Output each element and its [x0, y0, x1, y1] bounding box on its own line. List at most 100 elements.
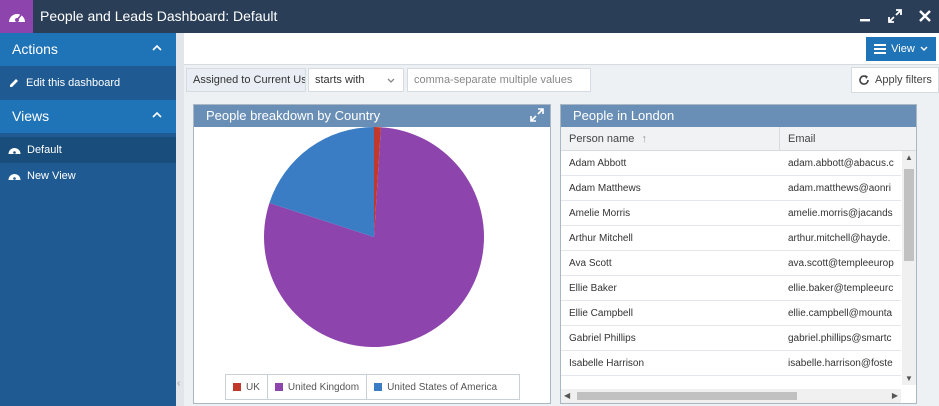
pencil-icon [10, 79, 18, 87]
email-cell: amelie.morris@jacands [788, 207, 893, 219]
apply-filters-label: Apply filters [875, 74, 932, 86]
column-label: Person name [569, 133, 635, 145]
legend-item[interactable]: UK [226, 375, 268, 399]
filter-operator-select[interactable]: starts with [308, 68, 404, 92]
sidebar: Actions Edit this dashboard Views Defaul… [0, 33, 176, 406]
actions-section-label: Actions [12, 41, 58, 57]
filter-operator-value: starts with [315, 74, 365, 86]
filter-field-select[interactable]: Assigned to Current Us [186, 68, 306, 92]
chart-legend: UK United Kingdom United States of America [225, 374, 520, 400]
sidebar-collapse-handle[interactable]: ‹ [176, 33, 184, 406]
table-row[interactable]: Ellie Campbell ellie.campbell@mounta [561, 301, 901, 326]
legend-label: United States of America [387, 381, 498, 393]
email-cell: gabriel.phillips@smartc [788, 332, 892, 344]
person-name-cell: Ava Scott [569, 257, 612, 269]
views-section-label: Views [12, 108, 50, 124]
list-panel-header: People in London [561, 105, 916, 127]
view-button-label: View [891, 43, 915, 55]
email-cell: adam.abbott@abacus.c [788, 157, 894, 169]
table-row[interactable]: Kian Allenkian.allen@templeeurc [561, 376, 901, 381]
sidebar-item-label: Default [27, 144, 62, 156]
minimize-icon[interactable] [857, 8, 873, 24]
legend-label: United Kingdom [287, 381, 360, 393]
pie-slice-united-kingdom[interactable] [264, 127, 485, 347]
table-row[interactable]: Adam Abbott adam.abbott@abacus.c [561, 151, 901, 176]
column-header-person-name[interactable]: Person name ↑ [561, 127, 780, 150]
dashboard-icon [8, 174, 21, 180]
person-name-cell: Adam Matthews [569, 182, 641, 194]
table-row[interactable]: Amelie Morris amelie.morris@jacands [561, 201, 901, 226]
table-row[interactable]: Ellie Baker ellie.baker@templeeurc [561, 276, 901, 301]
pie-slice-uk[interactable] [374, 127, 381, 237]
table-header: Person name ↑ Email [561, 127, 916, 151]
filter-bar: Assigned to Current Us starts with comma… [184, 67, 939, 95]
person-name-cell: Arthur Mitchell [569, 232, 633, 244]
scroll-up-icon[interactable]: ▲ [905, 153, 913, 162]
table-row[interactable]: Isabelle Harrison isabelle.harrison@foste [561, 351, 901, 376]
column-header-email[interactable]: Email [780, 127, 916, 150]
dashboard-icon [8, 148, 21, 154]
email-cell: ellie.baker@templeeurc [788, 282, 894, 294]
chart-panel-header: People breakdown by Country [194, 105, 550, 127]
pie-slice-united-states-of-america[interactable] [269, 127, 374, 237]
table-row[interactable]: Gabriel Phillips gabriel.phillips@smartc [561, 326, 901, 351]
filter-value-input[interactable]: comma-separate multiple values [407, 68, 591, 92]
chevron-left-icon: ‹ [177, 378, 181, 389]
scroll-right-icon[interactable]: ▶ [891, 391, 898, 400]
person-name-cell: Ellie Campbell [569, 307, 633, 319]
person-name-cell: Amelie Morris [569, 207, 631, 219]
column-label: Email [788, 133, 816, 145]
list-panel-title: People in London [573, 108, 675, 123]
close-icon[interactable] [917, 8, 933, 24]
legend-swatch [233, 383, 241, 391]
people-list-panel: People in London Person name ↑ Email Ada… [560, 104, 917, 404]
filter-value-placeholder: comma-separate multiple values [414, 74, 573, 86]
vertical-scrollbar[interactable]: ▲ ▼ [902, 151, 916, 385]
people-table-body: Adam Abbott adam.abbott@abacus.c Adam Matt… [561, 151, 901, 381]
email-cell: isabelle.harrison@foste [788, 357, 893, 369]
table-row[interactable]: Adam Matthews adam.matthews@aonri [561, 176, 901, 201]
email-cell: adam.matthews@aonri [788, 182, 891, 194]
refresh-icon [859, 75, 869, 85]
sidebar-item-label: Edit this dashboard [26, 77, 121, 89]
title-bar: People and Leads Dashboard: Default [0, 0, 939, 33]
sidebar-item-default-view[interactable]: Default [0, 137, 176, 163]
legend-item[interactable]: United Kingdom [268, 375, 368, 399]
chevron-down-icon [387, 78, 395, 83]
expand-icon[interactable] [530, 108, 544, 122]
filter-field-value: Assigned to Current Us [193, 74, 306, 86]
maximize-icon[interactable] [887, 8, 903, 24]
window-title: People and Leads Dashboard: Default [40, 8, 278, 24]
legend-item[interactable]: United States of America [367, 375, 504, 399]
list-icon [874, 44, 887, 54]
vertical-scroll-thumb[interactable] [904, 169, 914, 261]
email-cell: arthur.mitchell@hayde. [788, 232, 891, 244]
sidebar-item-edit-dashboard[interactable]: Edit this dashboard [0, 70, 176, 96]
scroll-left-icon[interactable]: ◀ [564, 391, 571, 400]
chevron-down-icon [920, 46, 928, 51]
horizontal-scrollbar[interactable]: ◀ ▶ [561, 389, 901, 403]
pie-chart [264, 127, 485, 347]
person-name-cell: Isabelle Harrison [569, 357, 645, 369]
sidebar-item-label: New View [27, 170, 76, 182]
chevron-up-icon [152, 44, 162, 51]
email-cell: ava.scott@templeeurop [788, 257, 894, 269]
sidebar-item-new-view[interactable]: New View [0, 163, 176, 189]
chevron-up-icon [152, 111, 162, 118]
views-section-header[interactable]: Views [0, 100, 176, 133]
person-name-cell: Adam Abbott [569, 157, 627, 169]
chart-panel: People breakdown by Country UK United Kin… [193, 104, 551, 404]
email-cell: ellie.campbell@mounta [788, 307, 893, 319]
apply-filters-button[interactable]: Apply filters [851, 67, 939, 93]
view-button[interactable]: View [866, 37, 936, 61]
scroll-down-icon[interactable]: ▼ [905, 374, 913, 383]
dashboard-app-icon [0, 0, 33, 33]
table-row[interactable]: Arthur Mitchell arthur.mitchell@hayde. [561, 226, 901, 251]
toolbar: View [184, 33, 939, 65]
table-row[interactable]: Ava Scott ava.scott@templeeurop [561, 251, 901, 276]
chart-panel-title: People breakdown by Country [206, 108, 381, 123]
legend-swatch [274, 383, 283, 391]
sort-ascending-icon: ↑ [641, 133, 648, 145]
actions-section-header[interactable]: Actions [0, 33, 176, 66]
horizontal-scroll-thumb[interactable] [577, 392, 797, 400]
